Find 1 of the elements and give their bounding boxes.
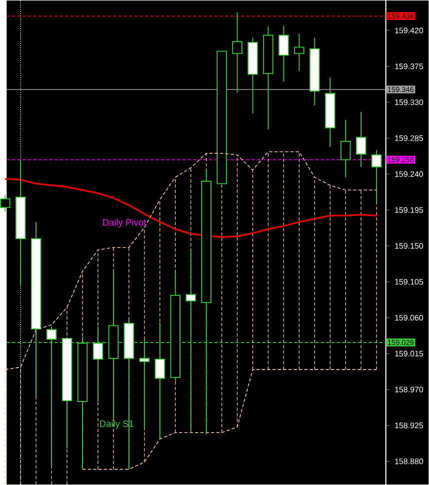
annotation: Daily Pivot — [103, 218, 146, 228]
